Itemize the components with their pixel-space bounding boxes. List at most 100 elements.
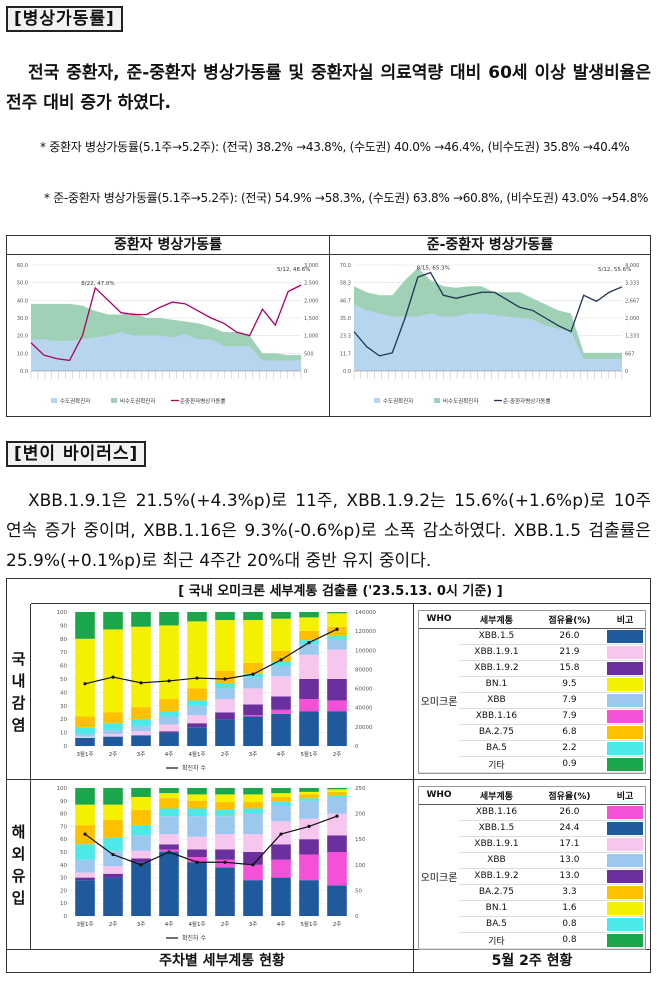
stack-segment	[75, 788, 95, 805]
y2-tick-label: 20000	[355, 725, 373, 731]
stack-segment	[103, 866, 123, 874]
stack-segment	[215, 809, 235, 817]
lineage-share: 7.9	[533, 692, 605, 709]
stack-segment	[159, 816, 179, 835]
y-tick-label: 58.3	[340, 281, 351, 287]
confirmed-line	[84, 628, 338, 685]
y2-tick-label: 500	[304, 351, 314, 357]
table-row: XBB.1.9.2 15.8	[419, 660, 645, 677]
lineage-name: BN.1	[459, 900, 534, 917]
lineage-name: XBB.1.9.1	[459, 644, 534, 661]
color-swatch	[605, 724, 645, 741]
x-tick-label: 5월1주	[300, 750, 317, 758]
y-tick-label: 90	[60, 623, 67, 629]
y2-tick-label: 3,000	[304, 263, 318, 269]
stack-segment	[187, 862, 207, 916]
stack-segment	[103, 837, 123, 851]
stack-segment	[75, 737, 95, 746]
stack-segment	[327, 796, 347, 814]
stack-segment	[215, 802, 235, 810]
table-row: BA.5 0.8	[419, 916, 645, 933]
stack-segment	[271, 676, 291, 697]
stack-segment	[131, 719, 151, 726]
stack-segment	[187, 705, 207, 716]
stack-segment	[187, 715, 207, 724]
weekly-lineage-footer: 주차별 세부계통 현황	[31, 950, 414, 972]
table-row: BA.2.75 6.8	[419, 724, 645, 741]
y2-tick-label: 0	[304, 369, 307, 375]
lineage-name: XBB.1.9.2	[459, 868, 534, 885]
stack-segment	[131, 788, 151, 797]
y-tick-label: 70	[60, 650, 67, 656]
stack-segment	[327, 612, 347, 614]
color-swatch	[605, 708, 645, 725]
variant-summary: XBB.1.9.1은 21.5%(+4.3%p)로 11주, XBB.1.9.2…	[6, 491, 651, 571]
y-tick-label: 46.7	[340, 298, 351, 304]
stack-segment	[271, 713, 291, 746]
confirmed-line	[84, 815, 338, 866]
stack-segment	[75, 733, 95, 737]
stack-segment	[215, 712, 235, 720]
legend-label: 확진자 수	[182, 764, 206, 772]
x-tick-label: 4주	[165, 921, 174, 928]
stack-segment	[299, 791, 319, 795]
stack-segment	[271, 796, 291, 803]
legend-swatch	[374, 398, 380, 403]
legend-label: 수도권확진자	[60, 397, 90, 405]
stack-segment	[327, 852, 347, 886]
color-swatch	[605, 628, 645, 645]
stack-segment	[103, 850, 123, 867]
stack-segment	[159, 724, 179, 732]
stack-segment	[299, 699, 319, 712]
stack-segment	[299, 800, 319, 819]
stack-segment	[271, 696, 291, 710]
stack-segment	[187, 621, 207, 689]
y-tick-label: 30	[60, 704, 67, 710]
legend-swatch	[434, 398, 440, 403]
latest-annotation: 5/12, 48.6%	[277, 267, 310, 273]
lineage-share: 9.5	[533, 676, 605, 693]
stack-segment	[215, 670, 235, 684]
x-tick-label: 5월1주	[300, 920, 317, 928]
lineage-share: 13.0	[533, 868, 605, 885]
capital-area	[354, 304, 622, 371]
legend-label: 준-중환자병상가동률	[503, 397, 551, 405]
stack-segment	[327, 711, 347, 746]
stack-segment	[75, 716, 95, 728]
stack-segment	[271, 877, 291, 916]
lineage-share: 0.9	[533, 756, 605, 773]
stack-segment	[103, 723, 123, 730]
stack-segment	[131, 809, 151, 826]
y-tick-label: 0	[64, 744, 68, 750]
y-tick-label: 30	[60, 876, 67, 882]
section-header-variants: [변이 바이러스]	[6, 441, 147, 467]
stack-segment	[271, 793, 291, 797]
x-tick-label: 4월1주	[188, 920, 205, 928]
stack-segment	[75, 872, 95, 878]
stack-segment	[299, 679, 319, 700]
y-tick-label: 70	[60, 824, 67, 830]
stack-segment	[299, 839, 319, 855]
overseas-variant-chart: 0 10 20 30 40 50 60 70 80 90 100 0 50 100 150 200 250 3월1…	[57, 786, 366, 942]
stack-segment	[187, 727, 207, 746]
stack-segment	[187, 857, 207, 863]
y-tick-label: 70.0	[340, 263, 351, 269]
stack-segment	[131, 825, 151, 836]
y-tick-label: 100	[57, 786, 68, 792]
lineage-name: BA.5	[459, 916, 534, 933]
y-tick-label: 50.0	[17, 281, 28, 287]
stack-segment	[159, 612, 179, 626]
stack-segment	[131, 725, 151, 732]
stack-segment	[327, 789, 347, 792]
lineage-name: XBB	[459, 692, 534, 709]
may-week2-footer: 5월 2주 현황	[491, 953, 573, 969]
color-swatch	[605, 852, 645, 869]
x-tick-label: 4월1주	[188, 750, 205, 758]
stack-segment	[159, 625, 179, 700]
peak-annotation: 8/15, 65.3%	[417, 266, 450, 272]
lineage-name: XBB.1.16	[459, 804, 534, 821]
y2-tick-label: 667	[625, 351, 635, 357]
legend-label: 확진자 수	[182, 934, 206, 942]
stack-segment	[243, 788, 263, 795]
stack-segment	[243, 794, 263, 803]
